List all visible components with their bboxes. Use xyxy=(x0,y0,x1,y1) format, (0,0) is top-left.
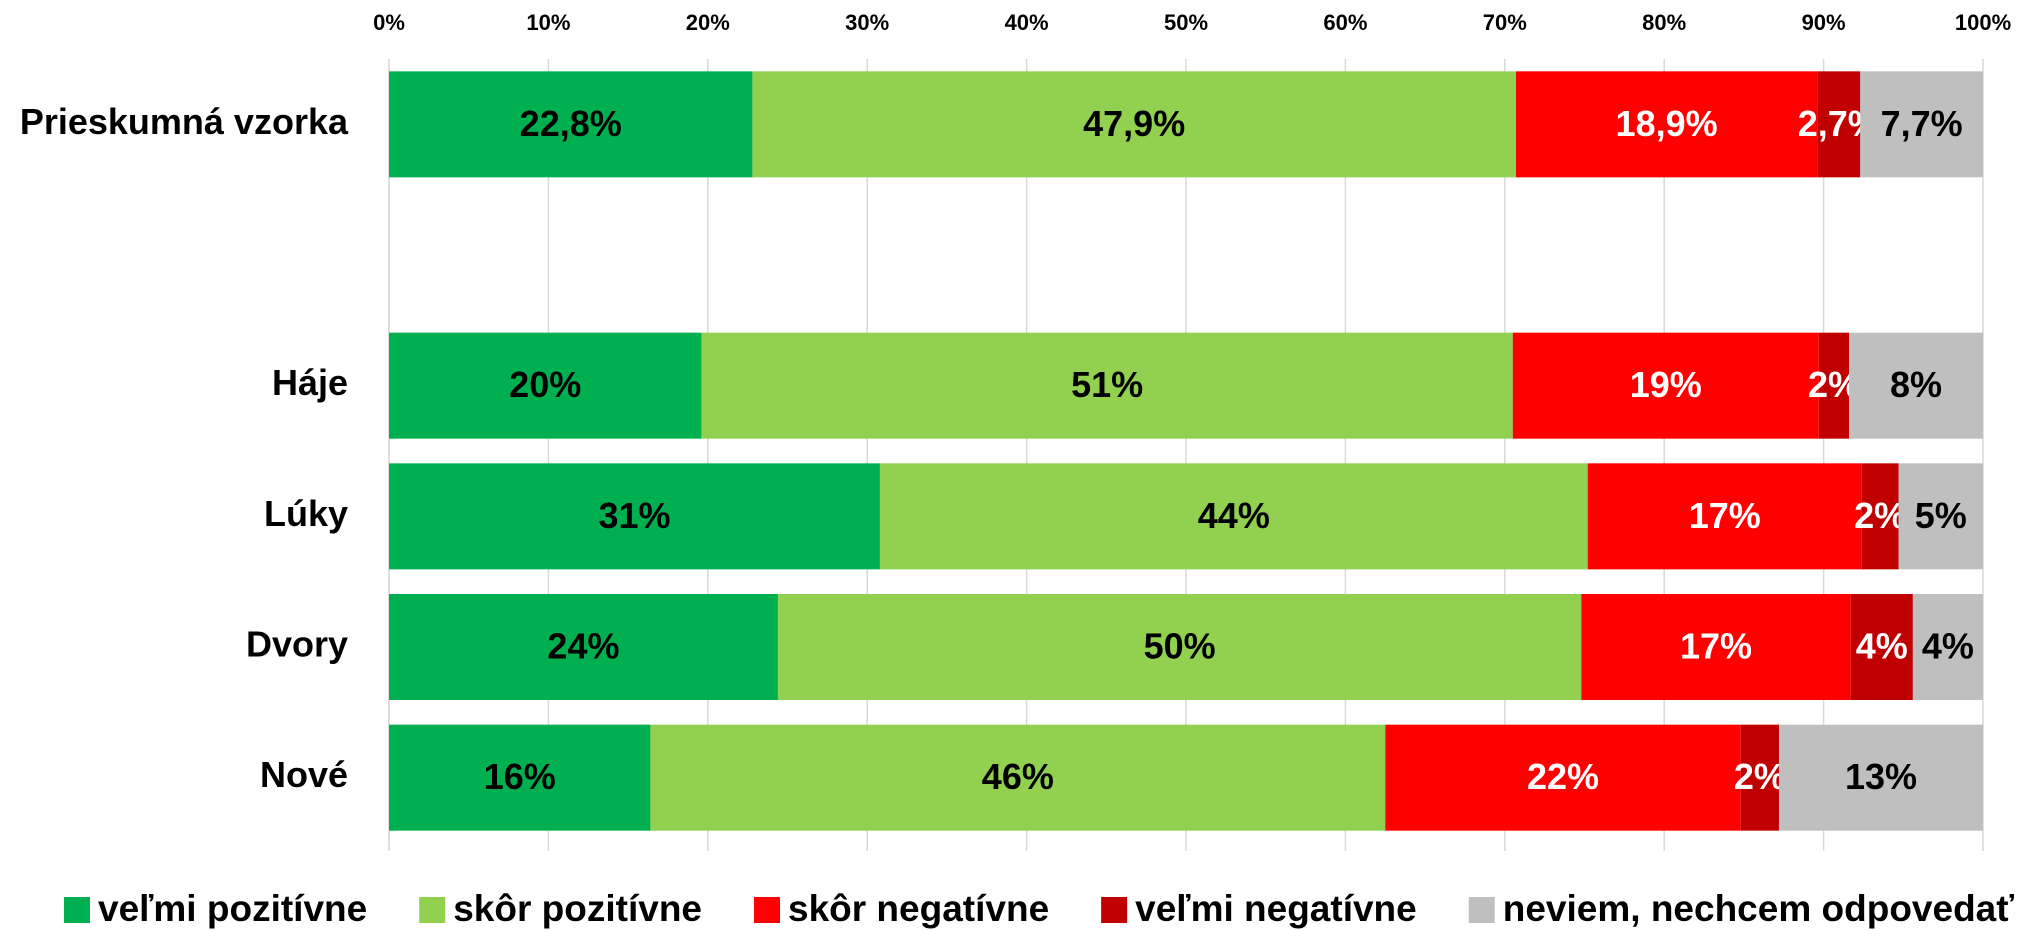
legend-label: skôr negatívne xyxy=(788,888,1049,929)
data-label: 22,8% xyxy=(520,103,622,144)
data-label: 4% xyxy=(1856,626,1908,667)
data-label: 46% xyxy=(982,756,1054,797)
data-label: 13% xyxy=(1845,756,1917,797)
bar-segment xyxy=(1817,71,1861,178)
bar-segment xyxy=(1898,463,1983,570)
data-label: 4% xyxy=(1922,626,1974,667)
data-label: 20% xyxy=(509,364,581,405)
legend-label: neviem, nechcem odpovedať xyxy=(1503,888,2015,929)
data-label: 47,9% xyxy=(1083,103,1185,144)
data-label: 19% xyxy=(1630,364,1702,405)
x-tick-label: 40% xyxy=(1005,10,1049,35)
category-label: Háje xyxy=(272,362,348,403)
data-label: 17% xyxy=(1689,495,1761,536)
data-label: 22% xyxy=(1527,756,1599,797)
x-tick-label: 60% xyxy=(1323,10,1367,35)
data-label: 24% xyxy=(547,626,619,667)
data-label: 2% xyxy=(1854,495,1906,536)
bar-segment xyxy=(701,332,1513,439)
legend-label: skôr pozitívne xyxy=(453,888,702,929)
bar-segment xyxy=(389,724,651,831)
bar-segment xyxy=(1581,594,1851,700)
category-label: Nové xyxy=(260,754,348,795)
data-label: 17% xyxy=(1680,626,1752,667)
x-tick-label: 30% xyxy=(845,10,889,35)
bar-segment xyxy=(1587,463,1862,570)
x-tick-label: 90% xyxy=(1802,10,1846,35)
bar-segment xyxy=(389,594,778,700)
x-tick-label: 70% xyxy=(1483,10,1527,35)
bar-segment xyxy=(389,332,702,439)
legend-swatch xyxy=(1101,897,1128,923)
bar-segment xyxy=(1860,71,1983,178)
data-label: 7,7% xyxy=(1881,103,1963,144)
data-label: 8% xyxy=(1890,364,1942,405)
legend-swatch xyxy=(419,897,446,923)
bar-segment xyxy=(1512,332,1819,439)
x-tick-label: 100% xyxy=(1955,10,2011,35)
bar-segment xyxy=(1385,724,1741,831)
category-label: Dvory xyxy=(246,624,348,665)
data-label: 31% xyxy=(598,495,670,536)
x-tick-label: 0% xyxy=(373,10,405,35)
legend-swatch xyxy=(754,897,780,923)
x-tick-label: 10% xyxy=(526,10,570,35)
bar-segment xyxy=(777,594,1582,700)
bar-segment xyxy=(1740,724,1779,831)
bar-segment xyxy=(650,724,1386,831)
legend-swatch xyxy=(1468,897,1495,923)
legend-label: veľmi negatívne xyxy=(1135,888,1417,929)
x-tick-label: 20% xyxy=(686,10,730,35)
legend-label: veľmi pozitívne xyxy=(98,888,367,929)
bar-segment xyxy=(1849,332,1983,439)
bar-segment xyxy=(1912,594,1983,700)
category-label: Lúky xyxy=(264,493,348,534)
bar-segment xyxy=(389,71,753,178)
data-label: 5% xyxy=(1915,495,1967,536)
data-label: 18,9% xyxy=(1616,103,1718,144)
data-label: 2% xyxy=(1734,756,1786,797)
bar-segment xyxy=(1850,594,1913,700)
data-label: 50% xyxy=(1144,626,1216,667)
data-label: 51% xyxy=(1071,364,1143,405)
bar-segment xyxy=(389,463,880,570)
data-label: 44% xyxy=(1198,495,1270,536)
data-label: 16% xyxy=(484,756,556,797)
bar-segment xyxy=(1861,463,1899,570)
category-label: Prieskumná vzorka xyxy=(20,101,349,142)
bar-segment xyxy=(752,71,1516,178)
x-tick-label: 80% xyxy=(1642,10,1686,35)
bar-segment xyxy=(1778,724,1983,831)
x-tick-label: 50% xyxy=(1164,10,1208,35)
bar-segment xyxy=(879,463,1588,570)
bar-segment xyxy=(1515,71,1818,178)
bar-segment xyxy=(1818,332,1850,439)
legend-swatch xyxy=(64,897,90,923)
